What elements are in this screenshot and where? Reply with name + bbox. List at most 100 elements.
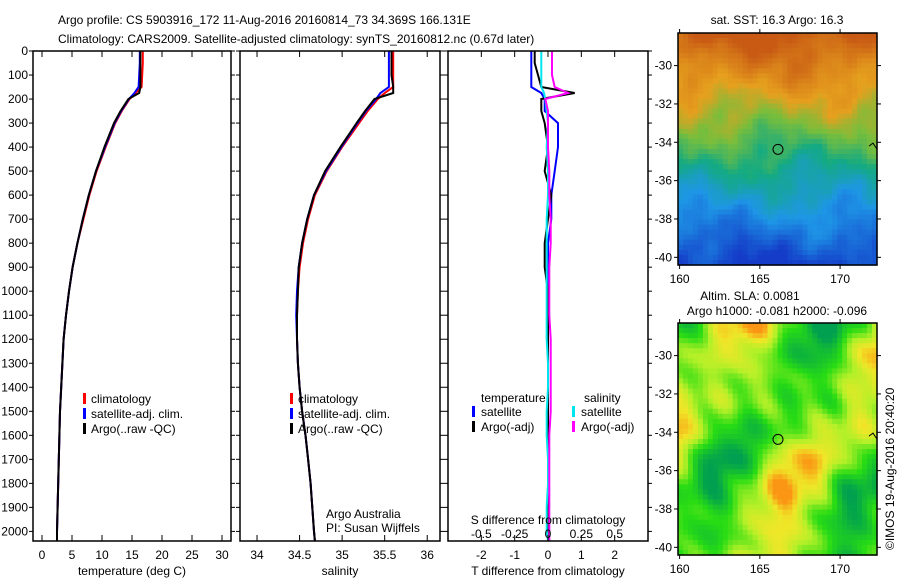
map-cell (752, 169, 759, 175)
map-cell (688, 149, 694, 155)
map-cell (822, 239, 828, 246)
map-cell (842, 383, 848, 390)
map-cell (857, 260, 863, 266)
map-cell (678, 469, 684, 475)
map-cell (807, 489, 813, 496)
map-cell (707, 544, 714, 551)
map-cell (817, 244, 823, 251)
map-cell (862, 224, 868, 231)
map-cell (707, 154, 714, 160)
map-cell (772, 209, 779, 216)
map-cell (822, 444, 828, 450)
map-cell (737, 338, 744, 344)
map-cell (712, 48, 719, 54)
map-cell (792, 499, 798, 506)
map-cell (837, 189, 843, 195)
map-cell (857, 358, 863, 364)
map-cell (862, 348, 868, 354)
map-cell (762, 58, 769, 64)
map-cell (842, 93, 848, 100)
map-cell (867, 383, 873, 390)
map-cell (797, 68, 803, 74)
map-cell (787, 509, 794, 516)
x-tick-label: 25 (185, 548, 199, 562)
map-cell (688, 88, 694, 95)
map-cell (722, 403, 729, 410)
map-cell (807, 459, 813, 465)
map-cell (678, 333, 684, 339)
map-cell (847, 474, 853, 480)
map-cell (862, 519, 868, 526)
map-cell (832, 348, 838, 354)
map-cell (757, 189, 764, 195)
map-cell (732, 539, 739, 546)
map-cell (772, 189, 779, 195)
map-cell (697, 260, 704, 266)
map-cell (797, 169, 803, 175)
map-cell (832, 519, 838, 526)
map-cell (772, 363, 779, 369)
map-cell (757, 423, 764, 430)
map-cell (752, 529, 759, 536)
map-cell (782, 229, 789, 236)
map-cell (722, 73, 729, 79)
map-cell (867, 388, 873, 395)
map-cell (688, 118, 694, 125)
map-cell (712, 234, 719, 241)
map-cell (683, 378, 689, 385)
map-cell (683, 368, 689, 375)
map-cell (727, 149, 734, 155)
map-cell (732, 260, 739, 266)
map-cell (683, 534, 689, 541)
map-cell (817, 373, 823, 380)
map-cell (742, 348, 749, 354)
map-cell (692, 234, 699, 241)
map-cell (697, 353, 704, 359)
map-cell (782, 58, 789, 64)
map-cell (707, 73, 714, 79)
map-cell (867, 234, 873, 241)
map-cell (852, 529, 858, 536)
map-cell (688, 534, 694, 541)
map-cell (797, 63, 803, 69)
map-cell (787, 118, 794, 125)
map-cell (678, 509, 684, 516)
map-cell (712, 544, 719, 551)
map-cell (727, 184, 734, 190)
map-cell (683, 363, 689, 369)
map-cell (737, 529, 744, 536)
map-cell (787, 260, 794, 266)
map-cell (837, 184, 843, 190)
map-cell (827, 474, 833, 480)
map-cell (872, 353, 878, 359)
map-cell (737, 469, 744, 475)
map-cell (717, 328, 724, 334)
map-cell (747, 434, 754, 440)
map-cell (752, 159, 759, 165)
map-cell (857, 244, 863, 251)
map-cell (737, 323, 744, 329)
map-cell (688, 464, 694, 470)
map-cell (683, 459, 689, 465)
map-cell (852, 454, 858, 460)
map-cell (852, 108, 858, 115)
map-cell (777, 68, 784, 74)
map-cell (727, 214, 734, 221)
map-cell (727, 138, 734, 145)
map-cell (847, 459, 853, 465)
map-cell (782, 254, 789, 261)
map-cell (688, 209, 694, 216)
map-cell (688, 373, 694, 380)
map-cell (717, 388, 724, 395)
map-cell (852, 128, 858, 135)
map-cell (787, 474, 794, 480)
map-cell (707, 368, 714, 375)
map-cell (762, 164, 769, 170)
map-cell (862, 68, 868, 74)
map-cell (722, 534, 729, 541)
map-cell (688, 418, 694, 425)
map-cell (847, 509, 853, 516)
map-cell (827, 489, 833, 496)
map-cell (872, 229, 878, 236)
map-cell (683, 154, 689, 160)
